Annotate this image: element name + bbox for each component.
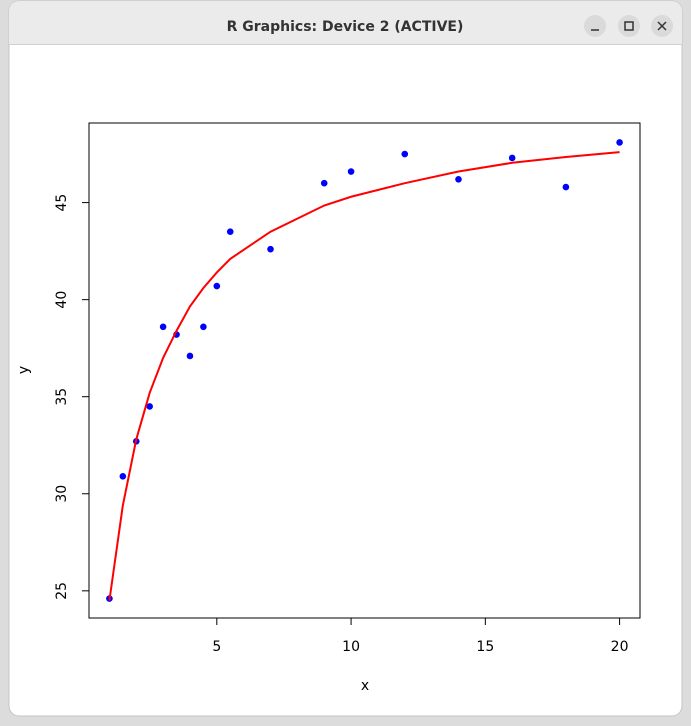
point bbox=[119, 472, 127, 480]
x-tick-label: 5 bbox=[212, 639, 221, 655]
point bbox=[267, 245, 274, 253]
window-title: R Graphics: Device 2 (ACTIVE) bbox=[227, 19, 464, 35]
point bbox=[200, 323, 207, 331]
point bbox=[146, 403, 153, 410]
point bbox=[186, 352, 194, 360]
title-bar bbox=[9, 1, 682, 44]
close-button[interactable] bbox=[651, 15, 673, 37]
window-frame bbox=[8, 0, 683, 717]
fit-line bbox=[108, 151, 620, 601]
point bbox=[562, 183, 570, 191]
point bbox=[226, 228, 234, 236]
x-tick-label: 20 bbox=[611, 639, 629, 655]
point bbox=[401, 150, 409, 158]
point bbox=[213, 282, 221, 290]
point bbox=[159, 323, 167, 331]
y-tick-label: 35 bbox=[54, 388, 70, 406]
x-axis-label: x bbox=[361, 678, 369, 694]
x-tick-label: 15 bbox=[476, 639, 494, 655]
y-tick-label: 25 bbox=[54, 582, 70, 600]
x-tick-label: 10 bbox=[342, 639, 360, 655]
point bbox=[455, 175, 462, 183]
y-tick-label: 30 bbox=[54, 485, 70, 503]
point bbox=[508, 154, 516, 162]
maximize-button[interactable] bbox=[618, 15, 640, 37]
point bbox=[347, 168, 355, 175]
y-tick-label: 40 bbox=[54, 291, 70, 309]
y-axis-label: y bbox=[16, 366, 32, 374]
plot-box bbox=[88, 122, 641, 619]
minimize-button[interactable] bbox=[584, 15, 606, 37]
point bbox=[616, 139, 623, 146]
point bbox=[320, 179, 328, 187]
y-tick-label: 45 bbox=[54, 194, 70, 212]
